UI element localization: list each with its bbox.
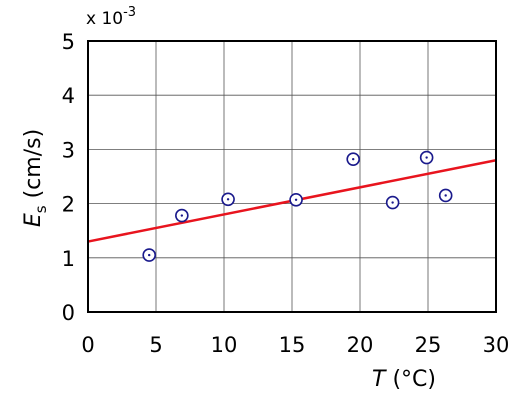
y-axis-subscript: s xyxy=(32,205,50,213)
y-tick-label: 3 xyxy=(62,138,75,162)
x-axis-var: T xyxy=(372,367,387,392)
x-axis-unit: (°C) xyxy=(385,367,436,392)
data-point-dot xyxy=(352,157,355,161)
data-point-dot xyxy=(226,198,230,201)
x-tick-label: 10 xyxy=(211,333,238,357)
y-tick-label: 4 xyxy=(62,84,75,108)
data-point xyxy=(385,195,400,210)
y-multiplier-base: x 10 xyxy=(86,9,123,29)
data-point-dot xyxy=(148,253,151,257)
y-axis-unit: (cm/s) xyxy=(21,129,46,206)
y-multiplier-exponent: -3 xyxy=(123,5,136,20)
plot-frame xyxy=(87,40,497,313)
x-axis-title: T (°C) xyxy=(372,367,436,392)
x-tick-label: 30 xyxy=(483,333,510,357)
y-tick-label: 0 xyxy=(62,301,75,325)
y-tick-labels: 0 1 2 3 4 5 xyxy=(62,30,75,325)
grid xyxy=(87,40,497,313)
data-points xyxy=(142,150,453,262)
data-point xyxy=(221,192,235,207)
x-tick-label: 25 xyxy=(415,333,442,357)
data-point-dot xyxy=(180,214,184,217)
data-point xyxy=(419,150,434,165)
y-axis-var: E xyxy=(21,213,46,227)
y-tick-label: 1 xyxy=(62,247,75,271)
data-point xyxy=(346,152,361,166)
data-point-dot xyxy=(444,194,447,197)
y-tick-label: 2 xyxy=(62,193,75,217)
data-point xyxy=(142,248,156,262)
data-point-dot xyxy=(294,198,298,202)
y-axis-title: Es (cm/s) xyxy=(21,129,50,227)
x-tick-label: 0 xyxy=(81,333,94,357)
data-point-dot xyxy=(425,156,428,159)
data-point xyxy=(438,188,453,203)
data-point xyxy=(175,208,189,223)
x-tick-labels: 0 5 10 15 20 25 30 xyxy=(81,333,509,357)
data-point xyxy=(289,193,303,207)
x-tick-label: 20 xyxy=(347,333,374,357)
x-tick-label: 5 xyxy=(149,333,162,357)
y-tick-label: 5 xyxy=(62,30,75,54)
y-multiplier-label: x 10-3 xyxy=(86,5,136,29)
data-point-dot xyxy=(391,201,394,204)
x-tick-label: 15 xyxy=(279,333,306,357)
